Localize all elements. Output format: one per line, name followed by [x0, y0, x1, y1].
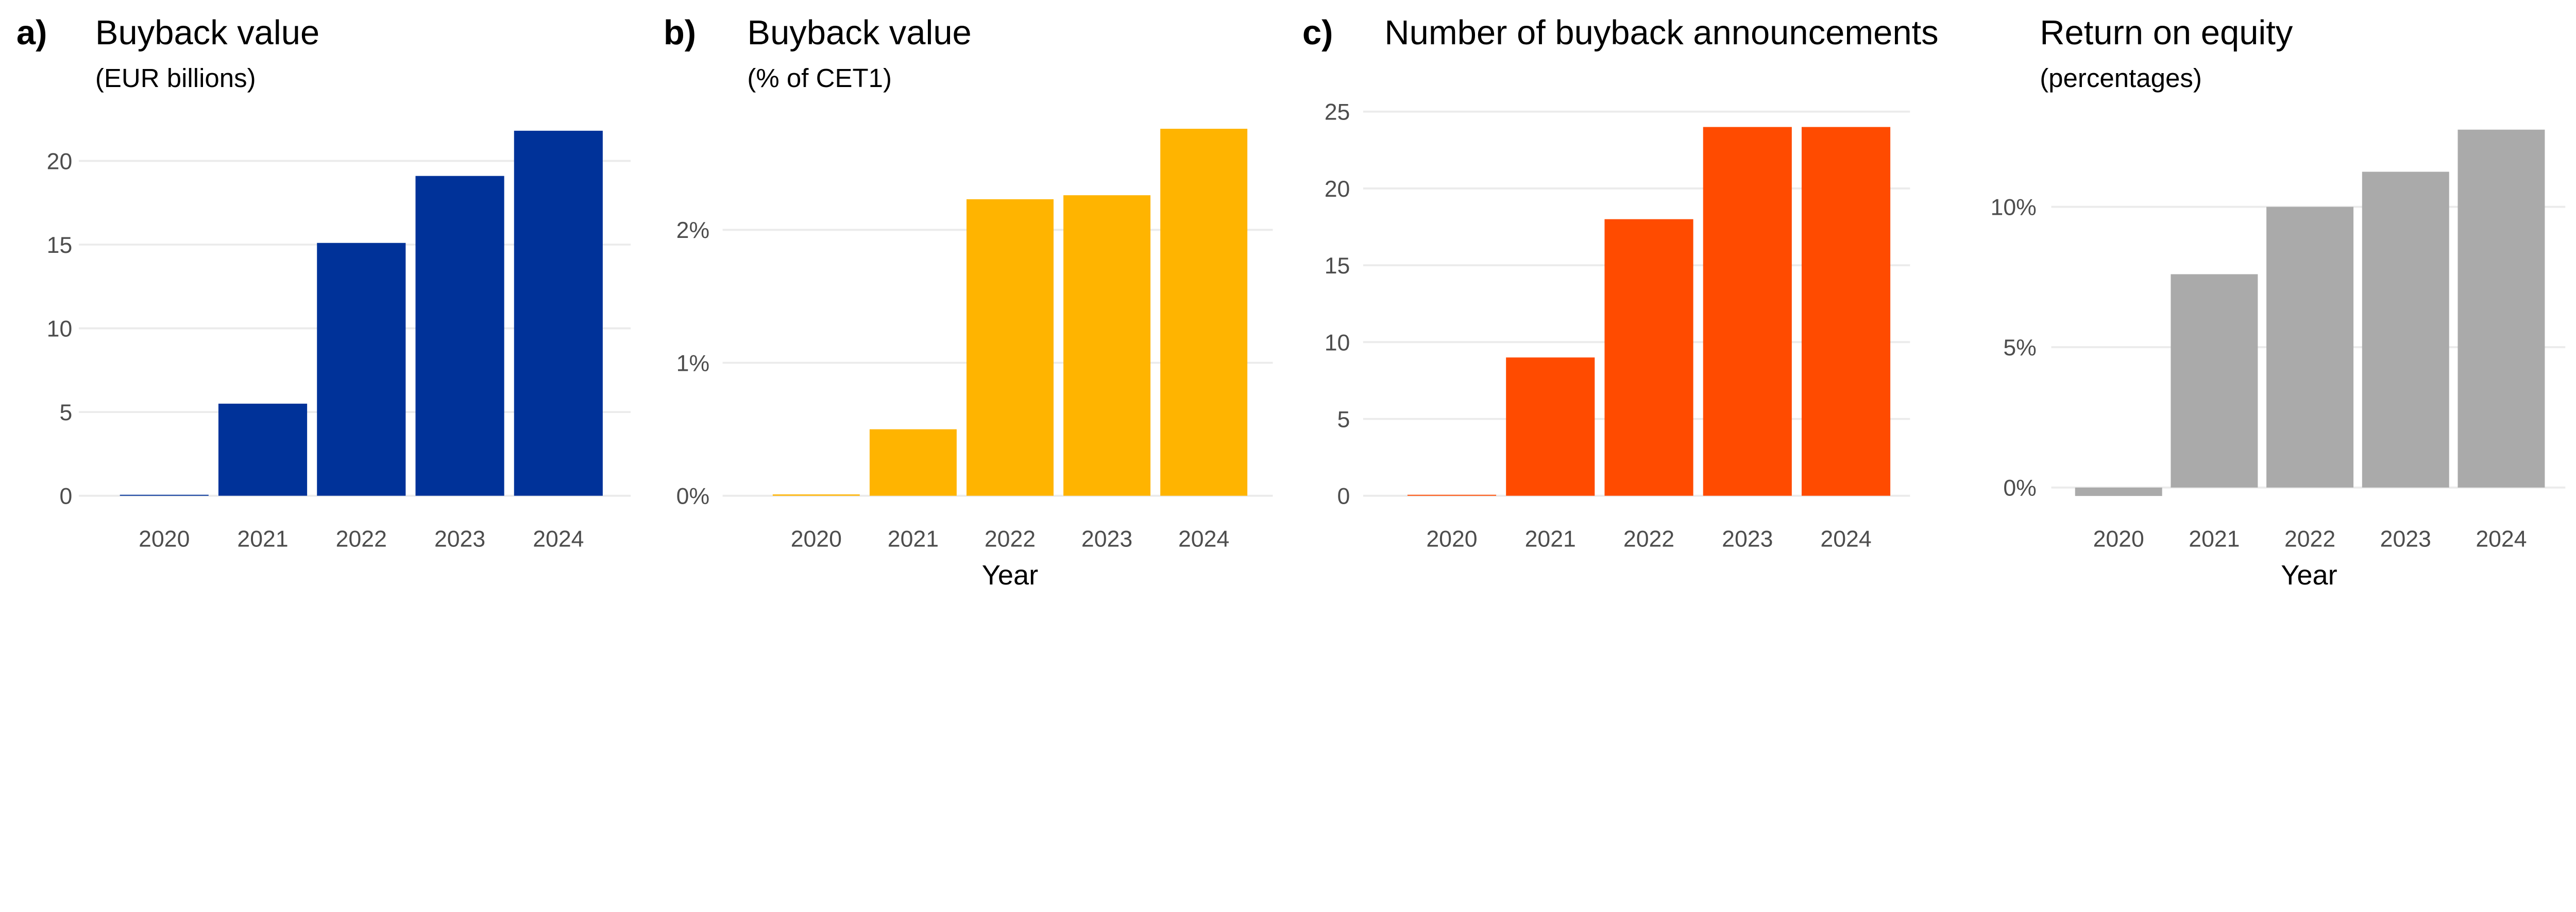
x-tick-label: 2020	[2093, 527, 2144, 552]
y-tick-label: 10	[1325, 330, 1350, 355]
bar-2023	[415, 176, 504, 496]
x-tick-label: 2020	[791, 527, 842, 552]
x-tick-label: 2020	[139, 527, 190, 552]
x-tick-label: 2022	[1623, 527, 1674, 552]
bar-2024	[2458, 129, 2545, 488]
panel-title: Return on equity	[2040, 13, 2293, 52]
bar-2020	[120, 494, 209, 496]
y-tick-label: 0%	[676, 484, 709, 509]
y-tick-label: 20	[1325, 177, 1350, 202]
x-axis-label: Year	[2281, 560, 2337, 591]
bar-2020	[1407, 494, 1497, 496]
x-tick-label: 2021	[888, 527, 939, 552]
bar-2024	[1160, 129, 1248, 496]
bar-2020	[772, 494, 860, 496]
y-tick-label: 5	[1337, 407, 1350, 432]
bar-2021	[218, 403, 308, 496]
bar-2022	[966, 199, 1054, 496]
bar-2022	[1604, 219, 1693, 496]
panel-subtitle: (percentages)	[2040, 63, 2202, 93]
x-tick-label: 2024	[533, 527, 584, 552]
x-tick-label: 2022	[985, 527, 1036, 552]
bar-2024	[1801, 127, 1891, 496]
x-tick-label: 2024	[2476, 527, 2527, 552]
bar-2021	[869, 429, 957, 496]
x-tick-label: 2020	[1426, 527, 1477, 552]
y-tick-label: 10	[47, 316, 73, 341]
y-tick-label: 15	[1325, 253, 1350, 279]
y-tick-label: 0%	[2003, 476, 2036, 501]
panel-subtitle: (EUR billions)	[95, 63, 256, 93]
chart-figure: a) Buyback value(EUR billions)05101520202…	[16, 13, 2566, 591]
x-axis-label: Year	[982, 560, 1039, 591]
panel-label: c)	[1302, 13, 1333, 52]
bar-2021	[2171, 274, 2258, 488]
x-tick-label: 2023	[1722, 527, 1773, 552]
y-tick-label: 20	[47, 149, 73, 174]
panel-title: Buyback value	[95, 13, 319, 52]
x-tick-label: 2024	[1820, 527, 1871, 552]
x-tick-label: 2023	[2380, 527, 2431, 552]
x-tick-label: 2021	[2189, 527, 2240, 552]
x-tick-label: 2023	[434, 527, 485, 552]
y-tick-label: 5	[59, 400, 72, 425]
bar-2022	[317, 243, 406, 496]
x-tick-label: 2024	[1178, 527, 1229, 552]
x-tick-label: 2023	[1081, 527, 1132, 552]
y-tick-label: 0	[59, 484, 72, 509]
bar-2023	[1063, 195, 1151, 496]
y-tick-label: 10%	[1991, 195, 2037, 220]
panel-title: Buyback value	[747, 13, 971, 52]
bar-2024	[514, 130, 603, 496]
panel-label: b)	[664, 13, 696, 52]
bar-2023	[2362, 171, 2449, 488]
panel-label: a)	[16, 13, 47, 52]
bar-2022	[2266, 207, 2354, 488]
y-tick-label: 2%	[676, 218, 709, 243]
x-tick-label: 2021	[1525, 527, 1576, 552]
bar-2020	[2075, 487, 2162, 496]
panel-title: Number of buyback announcements	[1384, 13, 1938, 52]
y-tick-label: 5%	[2003, 335, 2036, 360]
y-tick-label: 1%	[676, 351, 709, 376]
y-tick-label: 25	[1325, 100, 1350, 125]
y-tick-label: 0	[1337, 484, 1350, 509]
x-tick-label: 2022	[2284, 527, 2335, 552]
bar-2023	[1703, 127, 1792, 496]
panel-subtitle: (% of CET1)	[747, 63, 892, 93]
y-tick-label: 15	[47, 233, 73, 258]
bar-2021	[1506, 357, 1595, 496]
x-tick-label: 2021	[237, 527, 288, 552]
x-tick-label: 2022	[336, 527, 387, 552]
